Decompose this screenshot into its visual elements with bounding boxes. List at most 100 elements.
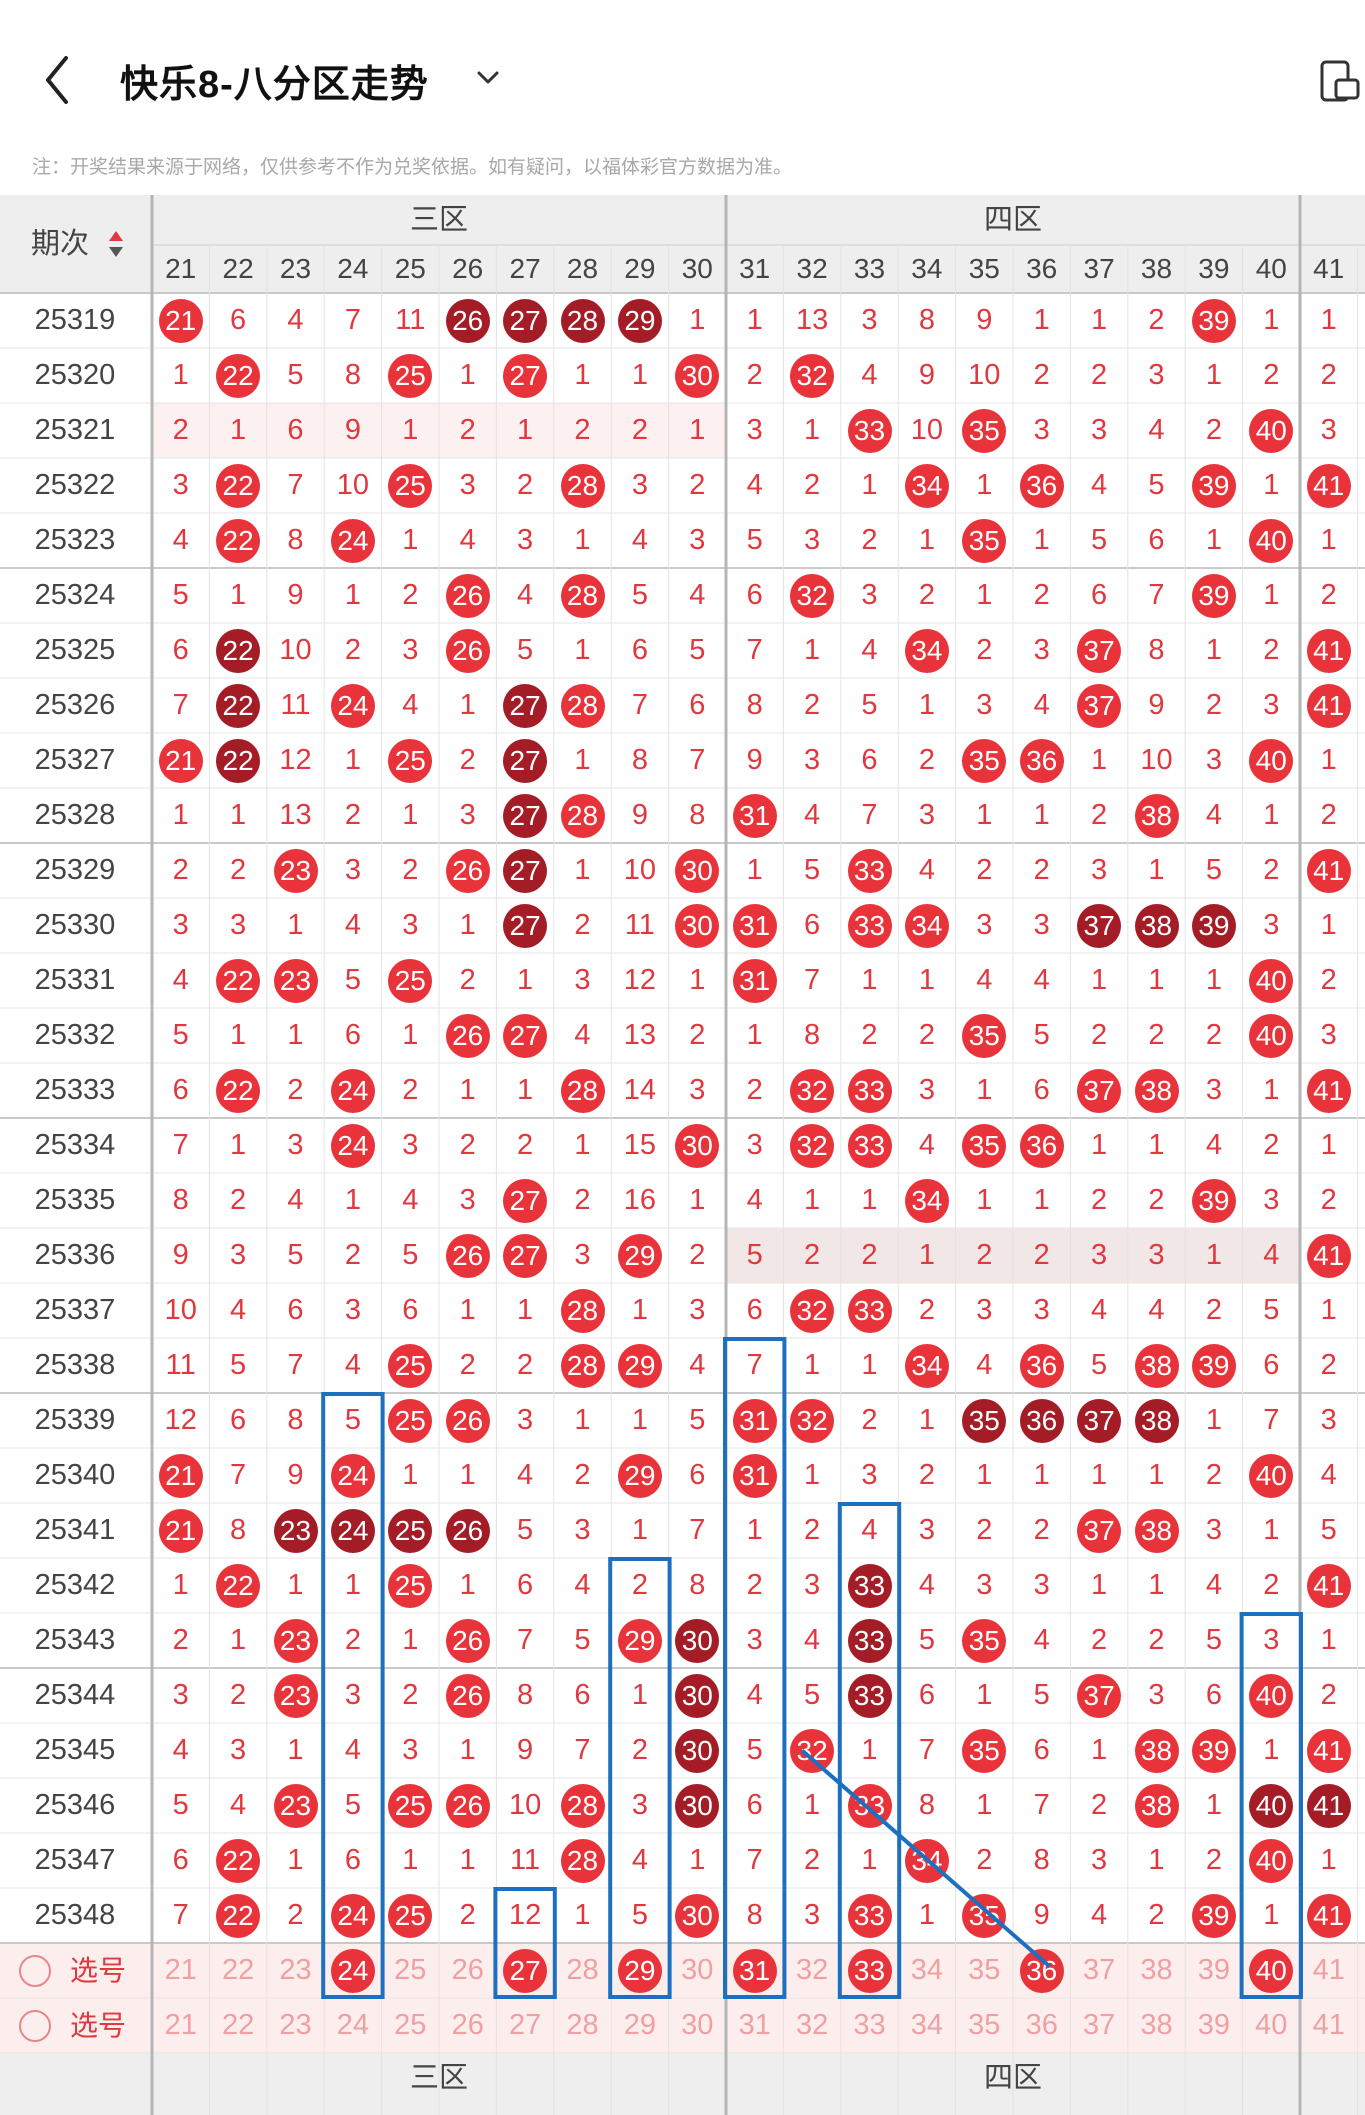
landscape-toggle-icon[interactable] (1318, 58, 1360, 104)
selectable-number[interactable]: 26 (451, 2009, 484, 2041)
drawn-ball: 35 (962, 1123, 1007, 1168)
selectable-number[interactable]: 37 (1082, 2009, 1116, 2041)
selectable-number[interactable]: 21 (164, 2009, 197, 2041)
selectable-number[interactable]: 41 (1312, 2009, 1345, 2041)
selected-ball[interactable]: 33 (847, 1948, 892, 1993)
drawn-ball: 23 (273, 1508, 318, 1553)
selectable-number[interactable]: 33 (853, 2009, 886, 2041)
drawn-ball: 34 (904, 1838, 949, 1883)
omission-count: 13 (795, 304, 829, 336)
selected-ball[interactable]: 31 (732, 1948, 777, 1993)
selectable-number[interactable]: 27 (508, 2009, 542, 2041)
selectable-number[interactable]: 22 (221, 2009, 255, 2041)
selectable-number[interactable]: 32 (795, 2009, 829, 2041)
omission-count: 1 (1148, 1129, 1165, 1161)
drawn-ball: 37 (1077, 683, 1122, 728)
selectable-number[interactable]: 23 (279, 2009, 312, 2041)
selectable-number[interactable]: 28 (566, 1954, 599, 1986)
omission-count: 3 (1091, 1239, 1108, 1271)
omission-count: 1 (287, 1844, 304, 1876)
omission-count: 4 (1263, 1239, 1280, 1271)
omission-count: 7 (746, 1844, 763, 1876)
selectable-number[interactable]: 37 (1082, 1954, 1116, 1986)
omission-count: 2 (459, 744, 476, 776)
selectable-number[interactable]: 21 (164, 1954, 197, 1986)
selectable-number[interactable]: 38 (1140, 2009, 1173, 2041)
selectable-number[interactable]: 35 (968, 2009, 1001, 2041)
issue-number: 25337 (34, 1294, 116, 1326)
omission-count: 1 (1320, 1844, 1337, 1876)
select-label[interactable]: 选号 (70, 1955, 127, 1986)
back-arrow-icon[interactable] (38, 50, 78, 110)
omission-count: 2 (1320, 964, 1337, 996)
issue-number: 25331 (34, 964, 116, 996)
omission-count: 1 (459, 1569, 476, 1601)
selectable-number[interactable]: 30 (681, 2009, 714, 2041)
omission-count: 1 (402, 414, 419, 446)
selected-ball[interactable]: 36 (1019, 1948, 1064, 1993)
omission-count: 3 (1148, 1679, 1165, 1711)
omission-count: 1 (1320, 1624, 1337, 1656)
omission-count: 1 (459, 1734, 476, 1766)
selectable-number[interactable]: 41 (1312, 1954, 1345, 1986)
selectable-number[interactable]: 25 (394, 2009, 427, 2041)
selectable-number[interactable]: 32 (795, 1954, 829, 1986)
omission-count: 4 (631, 524, 648, 556)
sort-arrows-icon[interactable] (108, 229, 124, 259)
drawn-ball: 33 (847, 1618, 892, 1663)
selectable-number[interactable]: 35 (968, 1954, 1001, 1986)
omission-count: 1 (976, 1459, 993, 1491)
selectable-number[interactable]: 39 (1197, 2009, 1231, 2041)
selectable-number[interactable]: 31 (738, 2009, 771, 2041)
selected-ball[interactable]: 27 (503, 1948, 548, 1993)
omission-count: 5 (574, 1624, 591, 1656)
selected-ball[interactable]: 24 (330, 1948, 375, 1993)
selectable-number[interactable]: 24 (336, 2009, 370, 2041)
selectable-number[interactable]: 29 (623, 2009, 657, 2041)
select-radio[interactable] (19, 1954, 51, 1987)
omission-count: 3 (746, 414, 763, 446)
drawn-ball: 26 (445, 1673, 490, 1718)
selectable-number[interactable]: 25 (394, 1954, 427, 1986)
omission-count: 6 (344, 1844, 361, 1876)
selected-ball[interactable]: 40 (1249, 1948, 1294, 1993)
column-header: 37 (1083, 253, 1115, 284)
select-label[interactable]: 选号 (70, 2010, 127, 2041)
omission-count: 4 (402, 689, 419, 721)
omission-count: 4 (1205, 1129, 1222, 1161)
selectable-number[interactable]: 38 (1140, 1954, 1173, 1986)
omission-count: 5 (1033, 1679, 1050, 1711)
zone-footer: 四区 (983, 2062, 1042, 2094)
drawn-ball: 24 (330, 1068, 375, 1113)
chevron-down-icon[interactable] (473, 63, 503, 93)
omission-count: 5 (402, 1239, 419, 1271)
drawn-ball: 40 (1249, 408, 1294, 453)
selectable-number[interactable]: 30 (681, 1954, 714, 1986)
issue-number: 25339 (34, 1404, 116, 1436)
page-title: 快乐8-八分区走势 (120, 64, 429, 106)
selected-ball[interactable]: 29 (617, 1948, 662, 1993)
omission-count: 6 (517, 1569, 534, 1601)
selectable-number[interactable]: 26 (451, 1954, 484, 1986)
omission-count: 3 (1263, 1184, 1280, 1216)
drawn-ball: 25 (388, 1343, 433, 1388)
selectable-number[interactable]: 28 (566, 2009, 599, 2041)
omission-count: 1 (746, 304, 763, 336)
omission-count: 1 (1263, 304, 1280, 336)
selectable-number[interactable]: 36 (1025, 2009, 1058, 2041)
selectable-number[interactable]: 22 (221, 1954, 255, 1986)
omission-count: 2 (1263, 854, 1280, 886)
issue-column-header[interactable]: 期次 (30, 228, 89, 260)
omission-count: 2 (287, 1074, 304, 1106)
drawn-ball: 30 (675, 1618, 720, 1663)
selectable-number[interactable]: 34 (910, 2009, 944, 2041)
selectable-number[interactable]: 39 (1197, 1954, 1231, 1986)
omission-count: 1 (1263, 1899, 1280, 1931)
selectable-number[interactable]: 23 (279, 1954, 312, 1986)
drawn-ball: 33 (847, 1068, 892, 1113)
omission-count: 8 (1033, 1844, 1050, 1876)
selectable-number[interactable]: 34 (910, 1954, 944, 1986)
select-radio[interactable] (19, 2009, 51, 2042)
selectable-number[interactable]: 40 (1255, 2009, 1288, 2041)
omission-count: 2 (689, 1239, 706, 1271)
